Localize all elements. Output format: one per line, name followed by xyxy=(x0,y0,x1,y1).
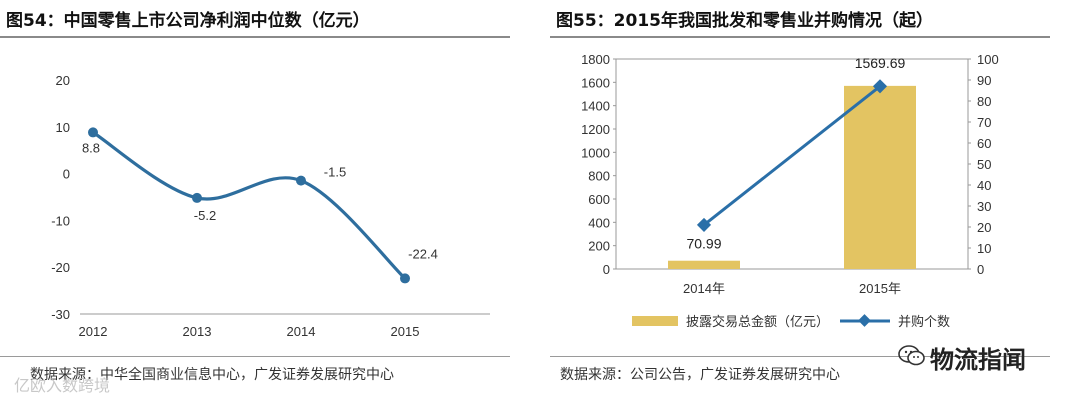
bar-data-label: 70.99 xyxy=(686,236,721,252)
left-y-tick-label: 1000 xyxy=(581,145,610,160)
right-title-bar: 图55：2015年我国批发和零售业并购情况（起） xyxy=(550,0,1050,38)
right-y-tick-label: 10 xyxy=(977,241,991,256)
watermark-left: 亿欧入数跨境 xyxy=(14,376,111,395)
legend-bar-label: 披露交易总金额（亿元） xyxy=(686,314,829,329)
right-y-tick-label: 80 xyxy=(977,94,991,109)
legend-line-label: 并购个数 xyxy=(898,314,950,329)
y-tick-label: -30 xyxy=(51,307,70,322)
legend-bar-swatch xyxy=(632,316,678,326)
right-y-tick-label: 50 xyxy=(977,157,991,172)
left-y-tick-label: 0 xyxy=(603,262,610,277)
left-y-tick-label: 1400 xyxy=(581,99,610,114)
right-y-tick-label: 60 xyxy=(977,136,991,151)
left-y-tick-label: 1600 xyxy=(581,75,610,90)
data-point xyxy=(192,192,202,203)
data-label: -5.2 xyxy=(194,208,216,223)
right-source-divider xyxy=(550,356,1050,357)
bar xyxy=(844,85,916,269)
right-y-tick-label: 70 xyxy=(977,115,991,130)
left-panel: 图54：中国零售上市公司净利润中位数（亿元） 20 10 0 -10 -20 -30 201… xyxy=(0,0,510,405)
data-point xyxy=(296,175,306,186)
bar xyxy=(668,260,740,269)
left-title-bar: 图54：中国零售上市公司净利润中位数（亿元） xyxy=(0,0,510,38)
left-source: 数据来源：中华全国商业信息中心，广发证券发展研究中心 xyxy=(30,367,394,383)
data-point xyxy=(400,273,410,284)
right-y-tick-label: 30 xyxy=(977,199,991,214)
line-marker xyxy=(696,217,712,232)
right-y-tick-label: 0 xyxy=(977,262,984,277)
y-tick-label: -20 xyxy=(51,260,70,275)
left-y-tick-label: 1200 xyxy=(581,122,610,137)
left-y-tick-label: 600 xyxy=(588,192,610,207)
x-tick-label: 2014 xyxy=(287,324,316,339)
right-chart-title: 图55：2015年我国批发和零售业并购情况（起） xyxy=(556,11,933,31)
line-marker xyxy=(872,79,888,94)
x-tick-label: 2014年 xyxy=(683,281,725,296)
right-source: 数据来源：公司公告，广发证券发展研究中心 xyxy=(560,367,840,383)
right-y-tick-label: 100 xyxy=(977,52,999,67)
y-tick-label: 10 xyxy=(56,120,70,135)
legend-line-marker xyxy=(858,314,871,327)
y-tick-label: 0 xyxy=(63,167,70,182)
data-label: -1.5 xyxy=(324,165,346,180)
left-y-tick-label: 200 xyxy=(588,239,610,254)
x-tick-label: 2015年 xyxy=(859,281,901,296)
bar-data-label: 1569.69 xyxy=(855,55,906,71)
right-y-tick-label: 40 xyxy=(977,178,991,193)
right-y-tick-label: 90 xyxy=(977,73,991,88)
x-tick-label: 2015 xyxy=(391,324,420,339)
left-y-tick-label: 1800 xyxy=(581,52,610,67)
watermark-brand: 物流指闻 xyxy=(930,346,1026,374)
data-label: -22.4 xyxy=(408,246,438,261)
left-y-tick-label: 800 xyxy=(588,169,610,184)
y-tick-label: 20 xyxy=(56,73,70,88)
right-panel: 图55：2015年我国批发和零售业并购情况（起） 1800 1600 1400 120… xyxy=(550,0,1080,405)
series-line xyxy=(703,85,881,227)
series-line xyxy=(92,131,407,280)
data-label: 8.8 xyxy=(82,140,100,155)
x-tick-label: 2013 xyxy=(183,324,212,339)
wechat-icon xyxy=(898,345,925,366)
data-point xyxy=(88,127,98,138)
left-y-tick-label: 400 xyxy=(588,215,610,230)
left-line-chart: 20 10 0 -10 -20 -30 2012 2013 2014 2015 8.8 -5.2 -1.… xyxy=(51,73,490,339)
right-y-tick-label: 20 xyxy=(977,220,991,235)
right-combo-chart: 1800160014001200100080060040020001009080… xyxy=(581,52,999,329)
left-source-divider xyxy=(0,356,510,357)
x-tick-label: 2012 xyxy=(79,324,108,339)
left-chart-title: 图54：中国零售上市公司净利润中位数（亿元） xyxy=(6,11,370,31)
y-tick-label: -10 xyxy=(51,213,70,228)
